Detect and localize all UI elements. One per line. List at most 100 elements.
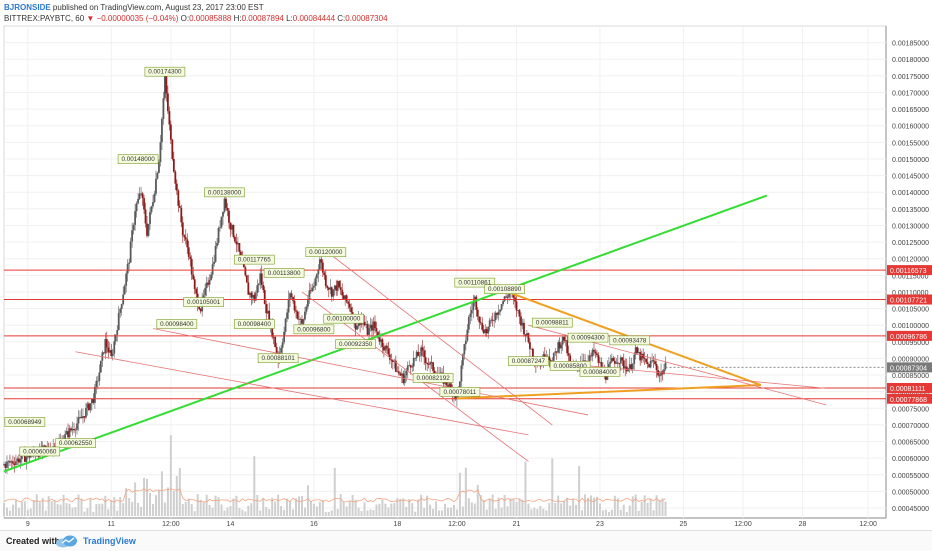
candle-up xyxy=(307,299,309,307)
candle-up xyxy=(286,312,288,319)
volume-bar xyxy=(226,507,229,516)
volume-bar xyxy=(292,509,295,516)
candle-down xyxy=(339,287,342,291)
volume-bar xyxy=(366,510,369,516)
open-value: 0.00085888 xyxy=(189,14,232,23)
candle-up xyxy=(599,362,601,363)
candle-up xyxy=(219,227,221,229)
open-label: O: xyxy=(180,14,190,23)
volume-bar xyxy=(610,509,613,516)
volume-bar xyxy=(297,496,300,516)
candle-up xyxy=(281,342,284,348)
price-callout-box xyxy=(609,335,651,346)
candle-up xyxy=(411,366,414,368)
volume-bar xyxy=(622,504,625,516)
price-callout-label: 0.00120000 xyxy=(309,249,343,256)
candle-down xyxy=(298,318,300,320)
candle-down xyxy=(247,282,250,295)
candle-down xyxy=(409,365,412,368)
volume-bar xyxy=(363,502,366,516)
candle-up xyxy=(205,282,208,289)
candle-down xyxy=(268,310,271,325)
candle-up xyxy=(254,292,257,301)
price-callout-box xyxy=(4,417,46,427)
volume-bar xyxy=(554,502,557,516)
candle-up xyxy=(302,319,305,324)
volume-bar xyxy=(506,506,509,516)
candle-down xyxy=(4,464,7,468)
volume-bar xyxy=(572,498,575,516)
candle-up xyxy=(332,289,335,297)
candle-down xyxy=(622,360,625,369)
candle-down xyxy=(548,356,551,361)
price-callout-label: 0.00094300 xyxy=(571,335,605,342)
candle-down xyxy=(80,416,83,419)
candle-down xyxy=(639,352,642,361)
candle-up xyxy=(161,118,163,143)
volume-bar xyxy=(166,487,169,516)
volume-bar xyxy=(95,504,98,516)
candle-up xyxy=(591,349,594,357)
volume-bar xyxy=(333,467,336,516)
volume-bar xyxy=(539,505,542,516)
price-callout-label: 0.00060060 xyxy=(23,448,57,455)
price-axis[interactable]: 0.00185000 0.00180000 0.00175000 0.00170000… xyxy=(887,41,932,513)
publish-info: published on TradingView.com, August 23,… xyxy=(52,3,264,12)
candle-up xyxy=(368,328,370,335)
candle-up xyxy=(204,288,207,296)
volume-bar xyxy=(128,498,131,516)
candle-down xyxy=(350,307,353,313)
candle-up xyxy=(156,172,159,179)
candle-up xyxy=(162,98,165,119)
volume-bar xyxy=(181,504,184,516)
candle-down xyxy=(105,339,108,348)
price-callout-label: 0.00062550 xyxy=(59,440,93,447)
channel-line xyxy=(331,255,553,426)
candle-up xyxy=(396,371,399,373)
volume-bar xyxy=(339,494,342,516)
volume-bar xyxy=(17,507,20,516)
change-down-icon: ▼ xyxy=(86,14,95,23)
candle-down xyxy=(476,309,479,317)
candle-up xyxy=(65,431,68,435)
candle-down xyxy=(441,372,443,374)
time-axis[interactable]: 9 11 12:00 14 16 18 12:00 21 23 25 12:00 28 12:00 xyxy=(26,521,877,528)
candle-down xyxy=(293,300,296,311)
candle-up xyxy=(318,259,321,270)
candle-up xyxy=(108,350,111,353)
volume-bar xyxy=(235,495,238,516)
volume-bar xyxy=(321,500,324,516)
author-name[interactable]: BJRONSIDE xyxy=(4,3,51,12)
volume-bar xyxy=(563,500,566,516)
candle-up xyxy=(134,211,137,225)
volume-bar xyxy=(214,495,217,516)
volume-bar xyxy=(581,510,584,516)
volume-bar xyxy=(163,502,166,516)
candle-down xyxy=(630,364,633,370)
candle-down xyxy=(558,342,561,349)
volume-bar xyxy=(80,498,83,516)
triangle-line xyxy=(456,384,761,400)
volume-bar xyxy=(47,496,50,516)
candle-down xyxy=(166,93,169,112)
candle-up xyxy=(333,285,336,290)
candle-up xyxy=(10,461,13,463)
candle-down xyxy=(199,309,202,312)
volume-bar xyxy=(488,498,491,516)
volume-bar xyxy=(330,510,333,516)
price-chart[interactable]: 0.00174300 0.00148000 0.00138000 0.00117765… xyxy=(0,0,932,530)
candle-up xyxy=(129,241,132,263)
tradingview-brand[interactable]: TradingView xyxy=(83,536,136,546)
price-callout-box xyxy=(439,386,481,397)
candle-down xyxy=(524,334,527,336)
candle-down xyxy=(178,205,181,208)
volume-bar xyxy=(411,503,414,516)
volume-bar xyxy=(208,504,211,516)
candle-up xyxy=(111,353,114,357)
volume-bar xyxy=(521,499,524,516)
volume-bar xyxy=(587,497,590,516)
candle-up xyxy=(82,416,84,419)
candle-down xyxy=(146,223,148,236)
volume-bar xyxy=(89,498,92,516)
candle-up xyxy=(464,340,467,345)
